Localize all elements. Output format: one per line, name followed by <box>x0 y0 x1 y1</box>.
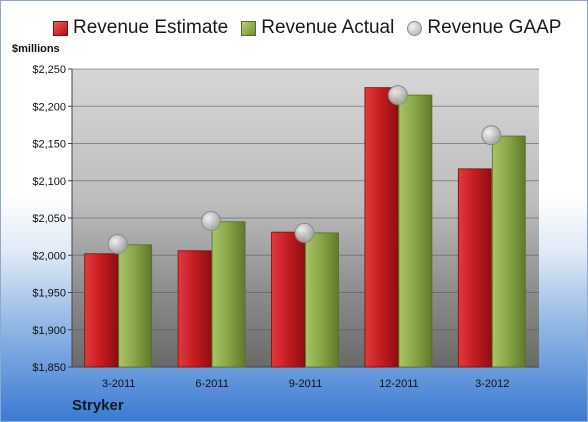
legend-label-actual: Revenue Actual <box>261 17 395 38</box>
legend-label-gaap: Revenue GAAP <box>427 17 562 38</box>
marker-revenue-gaap <box>387 85 408 106</box>
x-tick-label: 3-2011 <box>102 378 135 390</box>
legend-label-estimate: Revenue Estimate <box>73 17 229 38</box>
bar-revenue-estimate <box>271 231 305 368</box>
x-tick-label: 3-2012 <box>475 378 509 390</box>
x-tick-label: 9-2011 <box>289 378 322 390</box>
legend: Revenue Estimate Revenue Actual Revenue … <box>53 15 574 41</box>
bar-revenue-estimate <box>457 168 492 368</box>
legend-item-actual: Revenue Actual <box>241 17 394 39</box>
y-tick-label: $2,100 <box>32 176 66 188</box>
x-tick-label: 6-2011 <box>195 378 228 390</box>
legend-swatch-gaap <box>407 20 423 36</box>
company-name: Stryker <box>72 397 124 414</box>
y-tick-label: $1,850 <box>32 362 66 374</box>
unit-label: $millions <box>12 43 60 55</box>
legend-item-estimate: Revenue Estimate <box>53 17 228 39</box>
y-tick-label: $2,000 <box>32 250 66 262</box>
y-tick-label: $2,150 <box>32 139 66 151</box>
bar-revenue-estimate <box>177 250 212 368</box>
y-tick-label: $2,050 <box>32 213 66 225</box>
bar-revenue-actual <box>398 94 433 368</box>
bar-revenue-actual <box>305 232 339 368</box>
y-tick-label: $2,250 <box>32 64 66 76</box>
legend-item-gaap: Revenue GAAP <box>407 17 561 39</box>
bar-revenue-estimate <box>364 87 399 368</box>
bar-revenue-actual <box>491 135 526 368</box>
bar-revenue-actual <box>211 221 246 368</box>
legend-swatch-actual <box>241 20 257 36</box>
marker-revenue-gaap <box>294 222 315 243</box>
bar-revenue-estimate <box>84 253 119 368</box>
bar-revenue-actual <box>118 244 153 368</box>
marker-revenue-gaap <box>201 210 222 231</box>
marker-revenue-gaap <box>107 234 128 255</box>
y-tick-label: $1,950 <box>32 288 66 300</box>
marker-revenue-gaap <box>481 125 502 146</box>
y-tick-label: $2,200 <box>32 101 66 113</box>
x-tick-label: 12-2011 <box>379 378 419 390</box>
legend-swatch-estimate <box>53 20 68 36</box>
y-tick-label: $1,900 <box>32 325 66 337</box>
